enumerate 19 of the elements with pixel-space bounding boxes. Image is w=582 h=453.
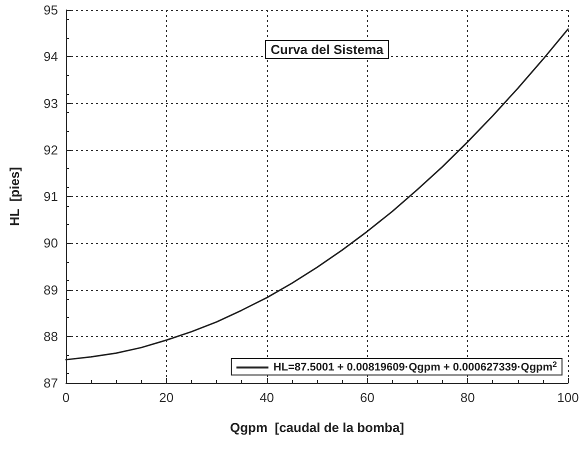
x-tick-label: 100 <box>557 390 579 405</box>
x-axis-title: Qgpm [caudal de la bomba] <box>230 420 404 435</box>
x-tick-label: 80 <box>460 390 475 405</box>
y-tick-label: 88 <box>44 328 58 344</box>
x-tick-label: 60 <box>360 390 374 405</box>
y-tick-label: 91 <box>44 189 58 204</box>
x-tick-label: 0 <box>62 390 70 405</box>
y-axis-title: HL [pies] <box>7 167 22 226</box>
y-tick-label: 95 <box>44 2 58 18</box>
y-tick-label: 90 <box>44 236 58 251</box>
y-tick-label: 94 <box>44 49 58 64</box>
line-series <box>65 28 569 360</box>
text: Curva del Sistema <box>270 42 384 57</box>
y-tick-label: 87 <box>44 376 58 390</box>
x-tick-label: 40 <box>260 390 274 405</box>
y-tick-label: 93 <box>44 96 58 111</box>
y-tick-label: 89 <box>44 282 58 298</box>
y-tick-label: 92 <box>44 142 58 158</box>
x-tick-label: 20 <box>159 390 174 405</box>
